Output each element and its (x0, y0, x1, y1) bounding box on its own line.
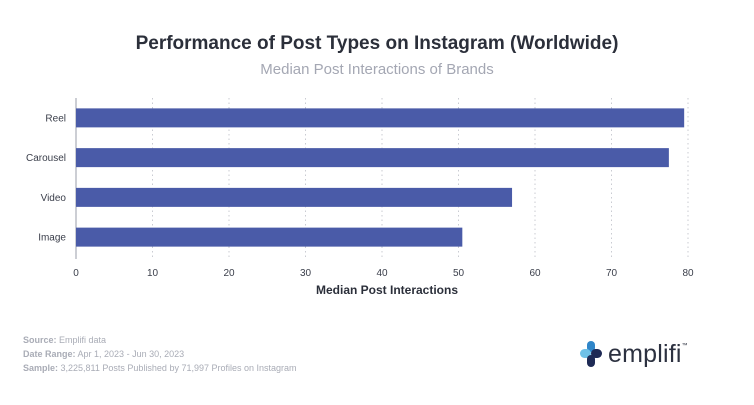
footer-sample: Sample: 3,225,811 Posts Published by 71,… (23, 361, 297, 375)
emplifi-logo: emplifi ™ (580, 339, 688, 369)
y-tick-label: Reel (45, 113, 66, 124)
x-axis-label: Median Post Interactions (316, 283, 458, 297)
x-tick-label: 30 (300, 268, 312, 279)
sample-label: Sample: (23, 363, 59, 373)
bar (76, 148, 669, 168)
y-tick-label: Video (41, 193, 67, 204)
source-label: Source: (23, 335, 57, 345)
logo-text: emplifi (608, 339, 682, 368)
x-tick-label: 50 (453, 268, 465, 279)
x-tick-label: 10 (147, 268, 159, 279)
chart-subtitle: Median Post Interactions of Brands (260, 61, 494, 78)
x-tick-label: 70 (606, 268, 618, 279)
footer-date-range: Date Range: Apr 1, 2023 - Jun 30, 2023 (23, 347, 297, 361)
x-tick-label: 0 (73, 268, 79, 279)
chart-title: Performance of Post Types on Instagram (… (135, 33, 619, 54)
emplifi-logo-icon (580, 341, 602, 367)
bar (76, 108, 685, 128)
sample-value: 3,225,811 Posts Published by 71,997 Prof… (60, 363, 297, 373)
y-tick-label: Carousel (26, 153, 66, 164)
bar-chart: 0 10 20 30 40 50 60 70 80 Reel Carousel Video Image M… (26, 98, 694, 297)
date-range-label: Date Range: (23, 349, 76, 359)
bar (76, 227, 463, 247)
x-tick-label: 40 (376, 268, 388, 279)
y-tick-label: Image (38, 233, 66, 244)
x-tick-label: 20 (223, 268, 235, 279)
source-value: Emplifi data (59, 335, 107, 345)
date-range-value: Apr 1, 2023 - Jun 30, 2023 (77, 349, 185, 359)
footer-source: Source: Emplifi data (23, 333, 297, 347)
x-tick-label: 80 (682, 268, 694, 279)
x-tick-label: 60 (529, 268, 541, 279)
chart-footer: Source: Emplifi data Date Range: Apr 1, … (23, 333, 297, 375)
logo-trademark: ™ (681, 343, 688, 349)
bar (76, 187, 513, 207)
